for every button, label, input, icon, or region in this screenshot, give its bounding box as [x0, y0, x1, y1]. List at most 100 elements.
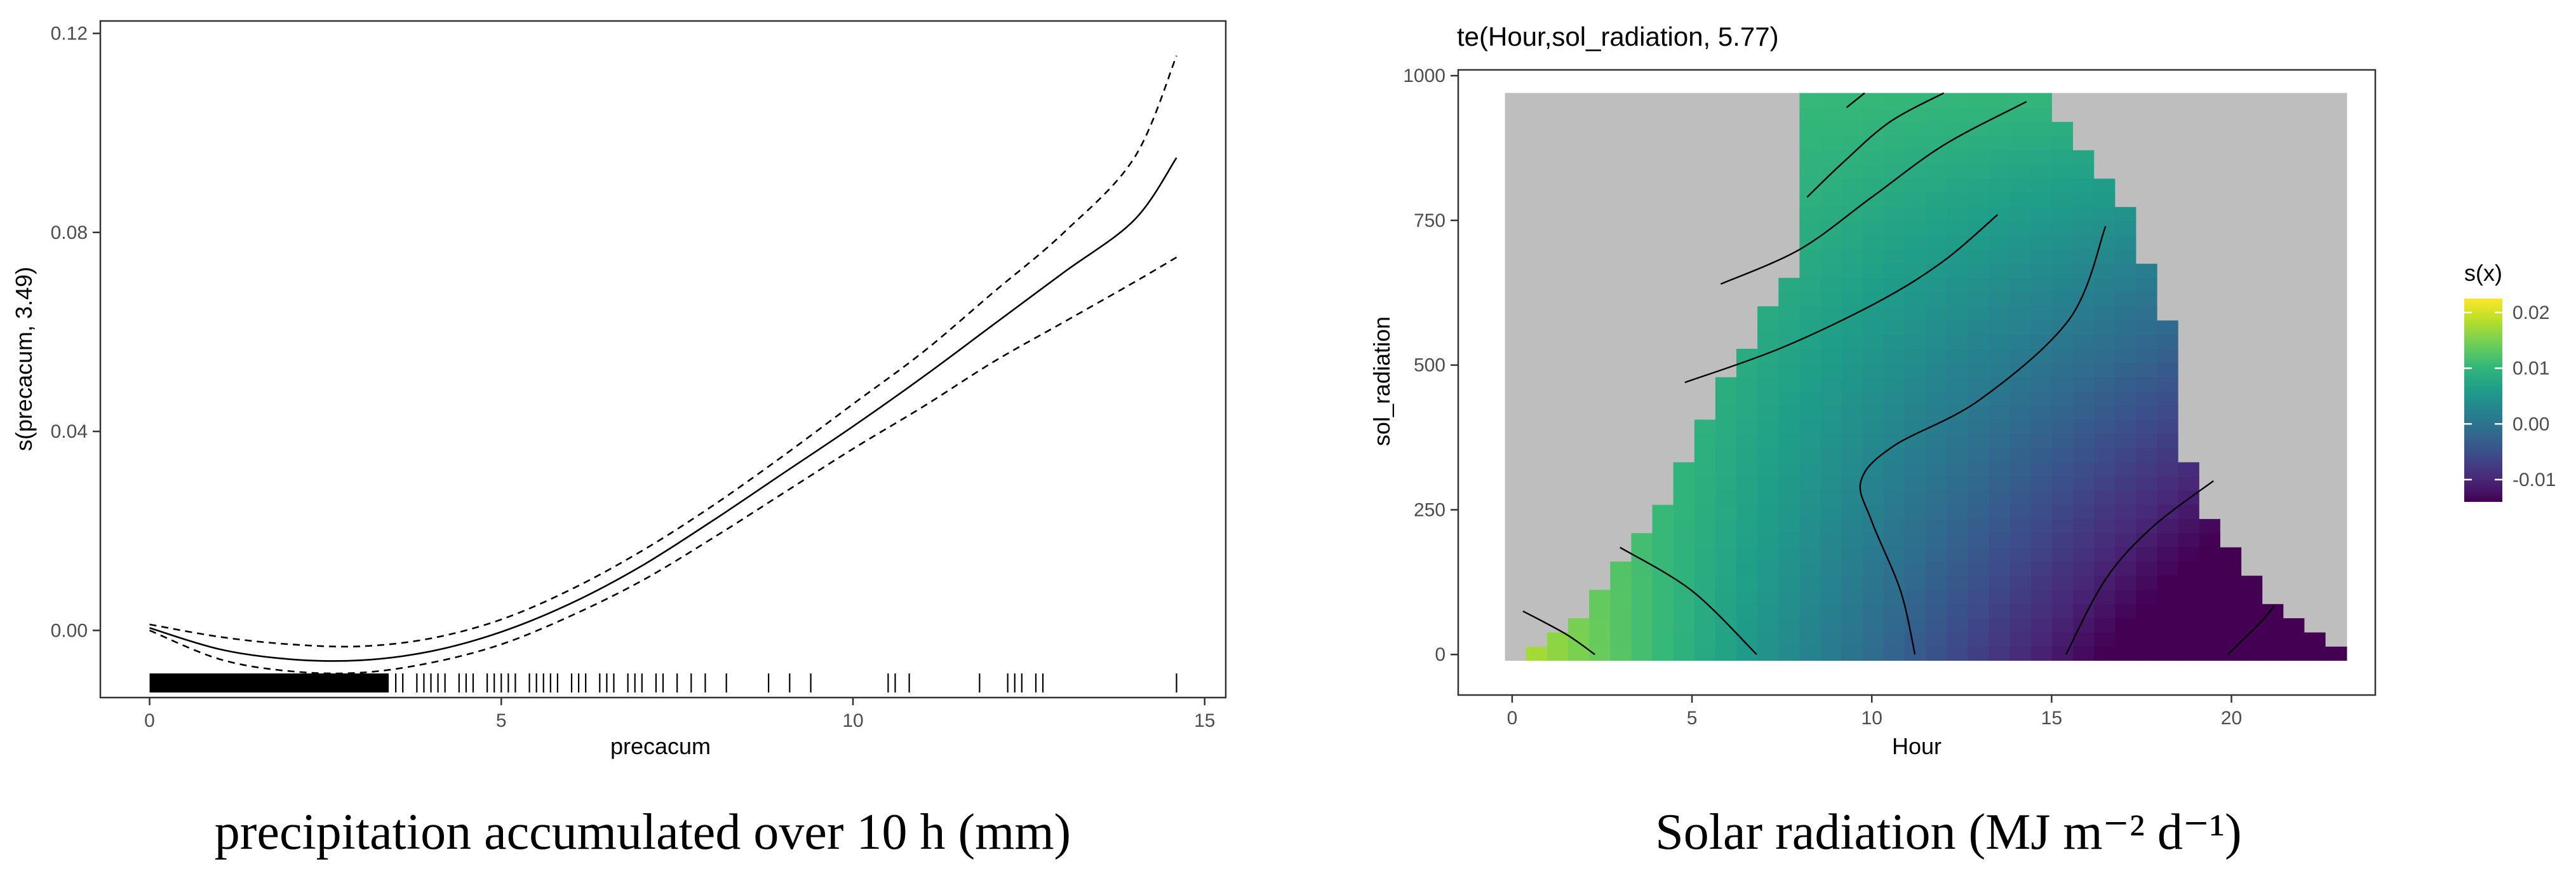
heatmap-cell-na	[2178, 249, 2200, 264]
heatmap-cell	[2030, 518, 2053, 534]
heatmap-cell	[1820, 306, 1842, 321]
heatmap-cell-na	[1610, 149, 1632, 165]
heatmap-cell-na	[1589, 178, 1611, 193]
heatmap-cell	[2051, 618, 2074, 633]
heatmap-cell-na	[2220, 220, 2242, 236]
heatmap-cell	[1757, 490, 1779, 505]
heatmap-cell	[1905, 93, 1926, 108]
heatmap-cell	[1989, 461, 2011, 476]
heatmap-cell	[1841, 277, 1863, 292]
heatmap-cell-na	[1694, 93, 1716, 108]
heatmap-cell	[2009, 277, 2032, 292]
heatmap-cell	[2009, 646, 2032, 661]
heatmap-cell	[1989, 306, 2011, 321]
heatmap-cell-na	[2325, 476, 2347, 491]
heatmap-cell	[1546, 631, 1569, 647]
heatmap-cell-na	[1673, 249, 1695, 264]
heatmap-cell	[1799, 589, 1821, 604]
heatmap-cell	[2094, 234, 2116, 250]
heatmap-cell	[2094, 206, 2116, 222]
right-caption: Solar radiation (MJ m⁻² d⁻¹)	[1655, 804, 2241, 860]
heatmap-cell-na	[1715, 192, 1737, 207]
heatmap-cell	[2030, 249, 2053, 264]
heatmap-cell-na	[1715, 234, 1737, 250]
heatmap-cell-na	[2136, 234, 2158, 250]
heatmap-cell	[1905, 178, 1926, 193]
heatmap-cell	[1905, 149, 1926, 165]
heatmap-cell	[2220, 631, 2242, 647]
heatmap-cell	[2136, 433, 2158, 449]
heatmap-cell	[2009, 206, 2032, 222]
heatmap-cell	[2073, 504, 2095, 519]
heatmap-cell	[1736, 631, 1758, 647]
heatmap-cell-na	[1652, 234, 1674, 250]
heatmap-cell	[1989, 504, 2011, 519]
heatmap-cell-na	[2199, 249, 2221, 264]
heatmap-cell-na	[2262, 518, 2284, 534]
heatmap-cell-na	[2325, 149, 2347, 165]
heatmap-cell-na	[2220, 306, 2242, 321]
heatmap-cell-na	[1589, 220, 1611, 236]
heatmap-cell	[2115, 376, 2137, 391]
heatmap-cell-na	[1568, 575, 1590, 590]
heatmap-cell	[2030, 575, 2053, 590]
heatmap-cell-na	[2178, 306, 2200, 321]
heatmap-cell	[2073, 561, 2095, 576]
heatmap-cell-na	[1610, 306, 1632, 321]
left-plot-border	[99, 20, 1227, 699]
heatmap-cell	[1968, 121, 1990, 137]
heatmap-cell	[1926, 433, 1948, 449]
heatmap-cell	[2073, 575, 2095, 590]
heatmap-cell	[1841, 320, 1863, 335]
heatmap-cell	[1926, 490, 1948, 505]
heatmap-cell-na	[2220, 263, 2242, 278]
heatmap-cell	[1968, 320, 1990, 335]
heatmap-cell	[2199, 575, 2221, 590]
heatmap-cell	[1820, 433, 1842, 449]
heatmap-cell-na	[2115, 178, 2137, 193]
heatmap-cell	[2157, 618, 2179, 633]
y-tick-label: 250	[1414, 499, 1446, 520]
heatmap-cell-na	[2283, 277, 2305, 292]
heatmap-cell	[2157, 490, 2179, 505]
heatmap-cell	[1778, 532, 1801, 548]
heatmap-cell	[1652, 504, 1674, 519]
heatmap-cell-na	[1505, 362, 1527, 377]
heatmap-cell-na	[1546, 391, 1569, 406]
heatmap-cell	[2073, 490, 2095, 505]
heatmap-cell-na	[1526, 631, 1548, 647]
contour-line	[1846, 92, 1865, 109]
heatmap-cell	[1862, 575, 1884, 590]
heatmap-cell-na	[2304, 348, 2326, 363]
heatmap-cell	[2178, 561, 2200, 576]
heatmap-cell-na	[2157, 149, 2179, 165]
heatmap-cell	[2009, 348, 2032, 363]
heatmap-cell-na	[2178, 277, 2200, 292]
heatmap-cell	[2115, 476, 2137, 491]
contour-line	[2227, 605, 2276, 656]
heatmap-cell	[1947, 192, 1969, 207]
heatmap-cell-na	[2304, 419, 2326, 434]
heatmap-cell	[1841, 419, 1863, 434]
heatmap-cell-na	[2157, 192, 2179, 207]
heatmap-cell-na	[2157, 121, 2179, 137]
heatmap-cell-na	[1568, 405, 1590, 420]
heatmap-cell	[2094, 192, 2116, 207]
heatmap-cell	[1820, 376, 1842, 391]
right-plot-border	[1457, 69, 2377, 696]
heatmap-cell-na	[1631, 263, 1653, 278]
heatmap-cell-na	[2325, 348, 2347, 363]
heatmap-cell	[2157, 589, 2179, 604]
heatmap-cell-na	[2178, 405, 2200, 420]
heatmap-cell	[1947, 306, 1969, 321]
heatmap-cell	[1757, 461, 1779, 476]
heatmap-cell-na	[1736, 135, 1758, 151]
heatmap-cell	[1862, 461, 1884, 476]
heatmap-cell	[1905, 334, 1926, 349]
heatmap-cell-na	[2199, 461, 2221, 476]
heatmap-cell-na	[1673, 164, 1695, 179]
heatmap-cell	[1736, 376, 1758, 391]
heatmap-cell	[1862, 532, 1884, 548]
heatmap-cell-na	[2220, 149, 2242, 165]
heatmap-cell-na	[1778, 93, 1801, 108]
